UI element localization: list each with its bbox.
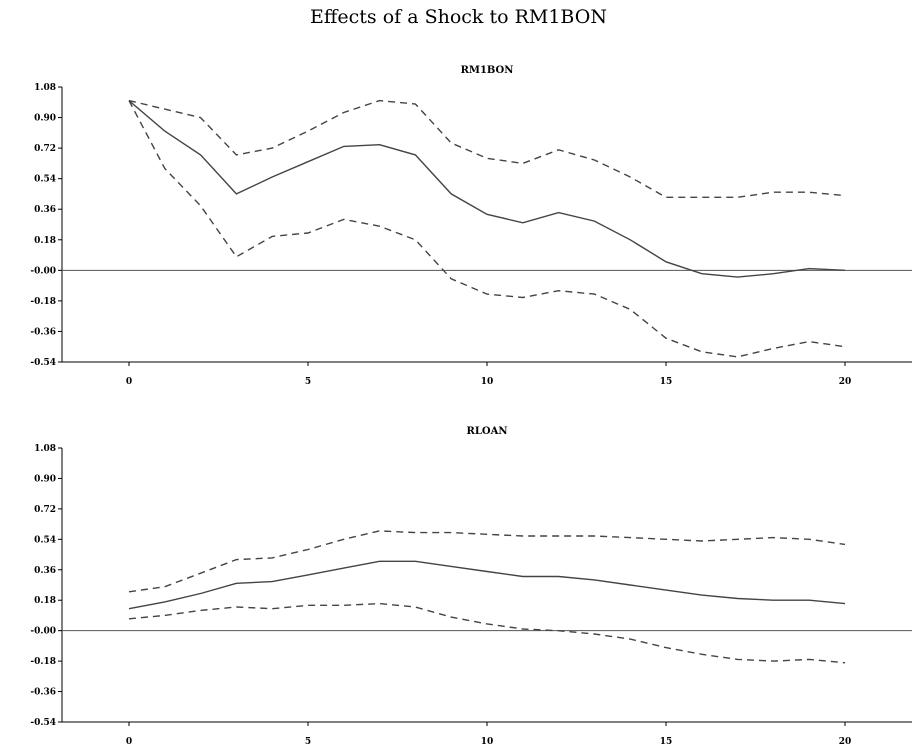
panel-2-y-tick-label: -0.18 xyxy=(30,657,56,667)
panel-1-y-tick-label: -0.54 xyxy=(30,358,56,368)
panel-2-y-tick-label: 0.90 xyxy=(34,474,56,484)
panel-1-y-tick-label: -0.36 xyxy=(30,327,56,337)
panel-2-y-tick-label: -0.00 xyxy=(30,627,56,637)
panel-2-y-tick-label: -0.54 xyxy=(30,718,56,728)
panel-1-y-tick-label: 0.36 xyxy=(34,205,56,215)
panel-1-x-tick-label: 5 xyxy=(305,377,311,387)
panel-2-y-tick-label: 0.36 xyxy=(34,566,56,576)
panel-2-y-tick-label: 0.18 xyxy=(34,596,56,606)
panel-1-y-tick-label: -0.18 xyxy=(30,297,56,307)
panel-2-y-tick-label: 0.54 xyxy=(34,535,56,545)
panel-2-x-tick-label: 5 xyxy=(305,737,311,747)
panel-2-y-tick-label: -0.36 xyxy=(30,688,56,698)
panel-1-title: RM1BON xyxy=(461,65,514,76)
panel-1-y-tick-label: 0.54 xyxy=(34,175,56,185)
panel-1-x-tick-label: 0 xyxy=(126,377,132,387)
panel-1-x-tick-label: 15 xyxy=(660,377,673,387)
panel-2-confidence-band-2 xyxy=(128,602,846,664)
panel-2-x-tick-label: 10 xyxy=(481,737,494,747)
panel-1-confidence-band-2 xyxy=(128,100,846,358)
panel-1-y-tick-label: 0.72 xyxy=(34,144,56,154)
panel-2-y-tick-label: 1.08 xyxy=(34,444,56,454)
panel-2-response-line xyxy=(128,560,846,610)
panel-2-y-tick-label: 0.72 xyxy=(34,505,56,515)
panel-1-response-line xyxy=(128,100,846,278)
panel-2-x-tick-label: 0 xyxy=(126,737,132,747)
figure-title: Effects of a Shock to RM1BON xyxy=(310,6,607,28)
panel-1-y-tick-label: 0.90 xyxy=(34,114,56,124)
panel-1-confidence-band-1 xyxy=(128,99,846,199)
panel-1-x-tick-label: 20 xyxy=(839,377,852,387)
panel-1-y-tick-label: 1.08 xyxy=(34,83,56,93)
panel-1-x-tick-label: 10 xyxy=(481,377,494,387)
panel-1-y-tick-label: 0.18 xyxy=(34,236,56,246)
panel-1-y-tick-label: -0.00 xyxy=(30,266,56,276)
panel-2-x-tick-label: 20 xyxy=(839,737,852,747)
panel-2-title: RLOAN xyxy=(467,426,508,437)
panel-2-confidence-band-1 xyxy=(128,530,846,593)
panel-2-x-tick-label: 15 xyxy=(660,737,673,747)
